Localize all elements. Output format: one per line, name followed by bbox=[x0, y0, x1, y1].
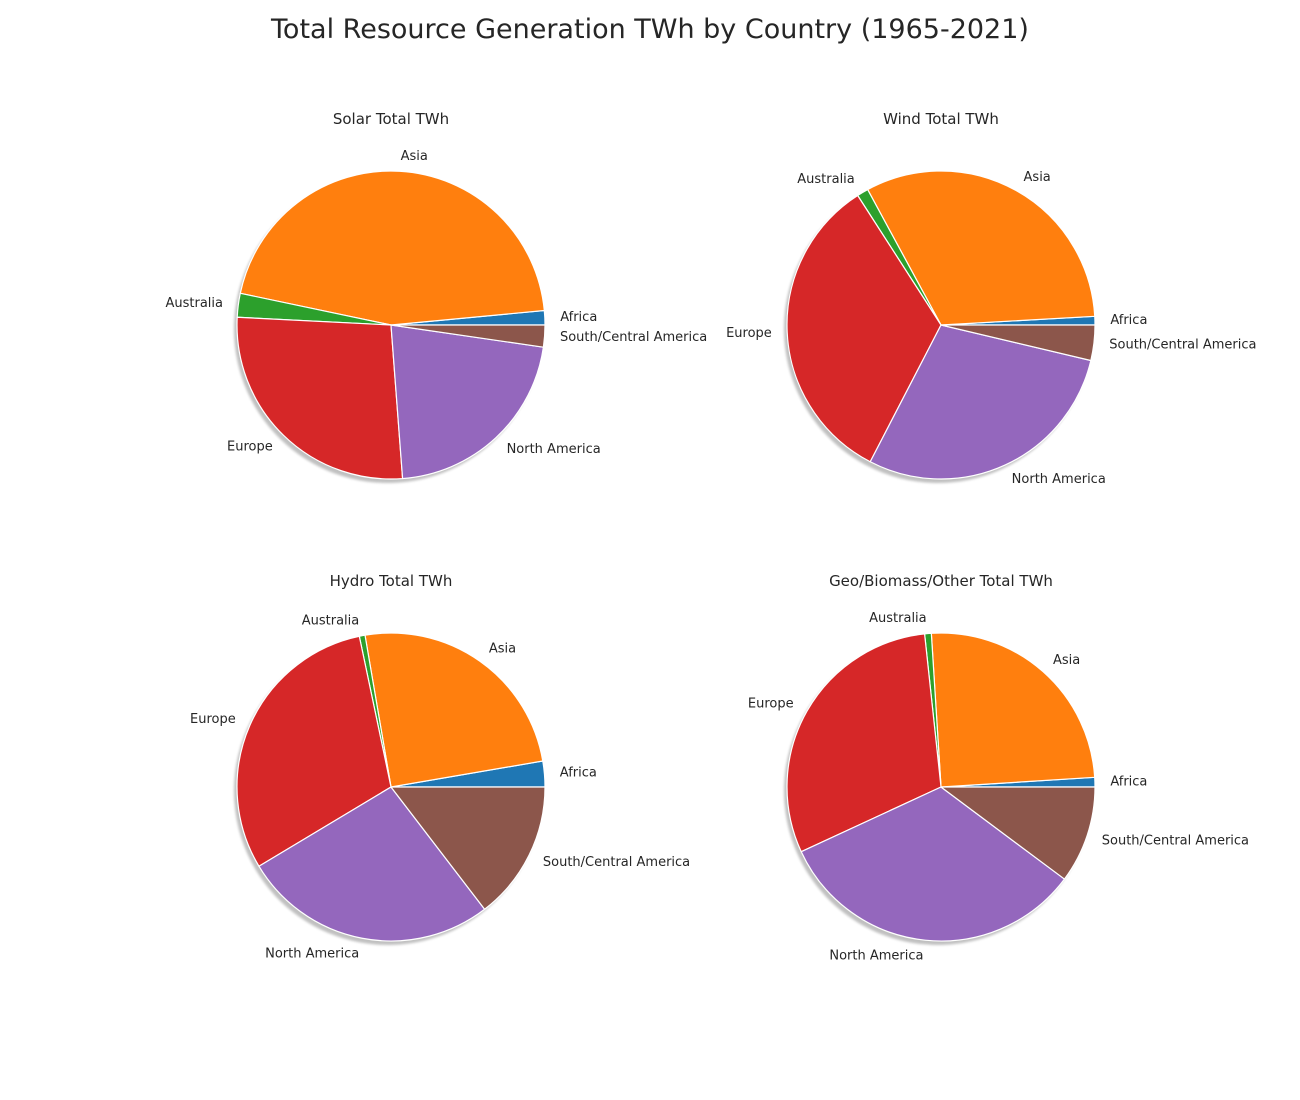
pie-label-europe: Europe bbox=[726, 326, 772, 341]
pie-label-australia: Australia bbox=[869, 611, 927, 626]
pie-panel-wind: Wind Total TWh Africa Asia Australia Europe N… bbox=[726, 110, 1256, 487]
pie-label-europe: Europe bbox=[748, 697, 794, 712]
pie-panel-geo-biomass-other: Geo/Biomass/Other Total TWh Africa Asia Aus… bbox=[748, 572, 1249, 963]
pie-label-north-america: North America bbox=[829, 948, 923, 963]
pie-label-australia: Australia bbox=[302, 614, 360, 629]
pie-label-europe: Europe bbox=[227, 439, 273, 454]
pie-slice-north-america bbox=[258, 786, 486, 942]
pie-label-australia: Australia bbox=[165, 296, 223, 311]
pie-label-asia: Asia bbox=[1024, 170, 1051, 185]
pie-slice-europe bbox=[786, 194, 942, 463]
pie-slice-europe bbox=[236, 635, 392, 867]
pie-slice-south-central-america bbox=[390, 786, 546, 910]
pie-label-africa: Africa bbox=[1110, 313, 1147, 328]
pie-slice-south-central-america bbox=[390, 324, 546, 348]
pie-title: Solar Total TWh bbox=[333, 110, 449, 128]
pie-slice-asia bbox=[867, 170, 1096, 326]
pie-label-africa: Africa bbox=[560, 310, 597, 325]
pie-title: Wind Total TWh bbox=[883, 110, 999, 128]
pie-label-africa: Africa bbox=[1110, 775, 1147, 790]
pie-label-australia: Australia bbox=[797, 172, 855, 187]
pie-label-north-america: North America bbox=[507, 442, 601, 457]
pie-title: Hydro Total TWh bbox=[330, 572, 453, 590]
pie-slice-europe bbox=[236, 316, 404, 480]
pie-label-asia: Asia bbox=[489, 642, 516, 657]
pie-label-north-america: North America bbox=[265, 946, 359, 961]
pie-slice-north-america bbox=[390, 324, 544, 480]
pie-panel-hydro: Hydro Total TWh Africa Asia Australia Europe… bbox=[190, 572, 690, 961]
pie-label-north-america: North America bbox=[1012, 472, 1106, 487]
pie-label-south-central-america: South/Central America bbox=[543, 855, 690, 870]
pie-label-europe: Europe bbox=[190, 712, 236, 727]
pie-slice-asia bbox=[930, 632, 1096, 788]
pie-slice-south-central-america bbox=[940, 324, 1096, 362]
pie-slice-south-central-america bbox=[940, 786, 1096, 880]
pie-label-africa: Africa bbox=[560, 766, 597, 781]
pie-slice-north-america bbox=[869, 324, 1092, 480]
pie-slice-europe bbox=[786, 633, 942, 853]
pie-title: Geo/Biomass/Other Total TWh bbox=[829, 572, 1053, 590]
pie-slice-asia bbox=[239, 170, 545, 326]
pie-label-south-central-america: South/Central America bbox=[560, 330, 707, 345]
pie-panel-solar: Solar Total TWh Africa Asia Australia Europe… bbox=[165, 110, 707, 483]
pie-slice-north-america bbox=[800, 786, 1066, 942]
pie-label-asia: Asia bbox=[401, 149, 428, 164]
figure-title: Total Resource Generation TWh by Country… bbox=[271, 14, 1029, 45]
pie-label-asia: Asia bbox=[1053, 653, 1080, 668]
pie-label-south-central-america: South/Central America bbox=[1109, 338, 1256, 353]
pie-label-south-central-america: South/Central America bbox=[1102, 833, 1249, 848]
pie-slice-asia bbox=[364, 632, 544, 788]
